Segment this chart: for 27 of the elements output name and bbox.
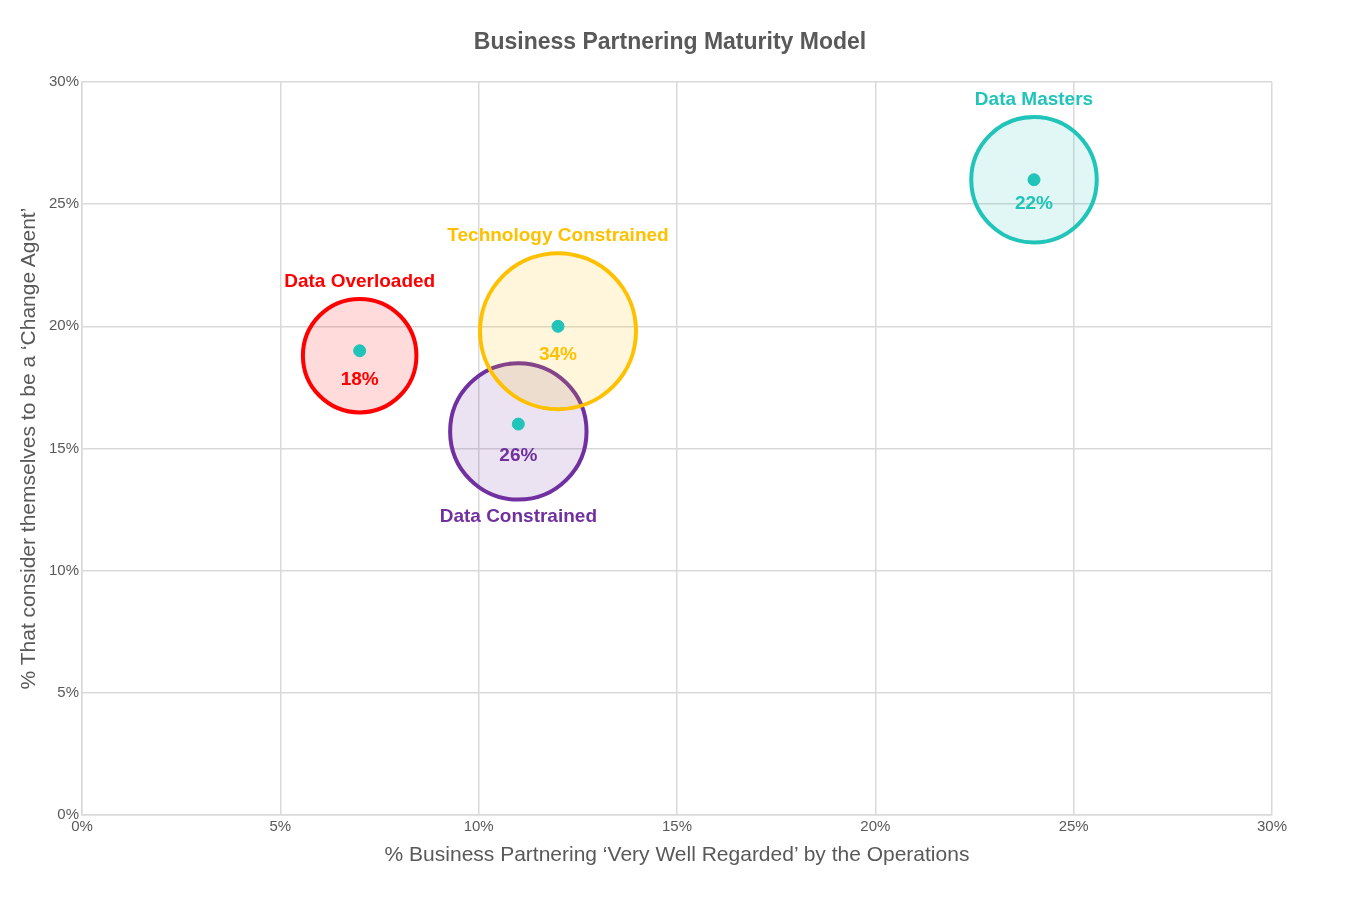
y-tick-label: 10% [48,560,79,578]
series-label: Data Overloaded [284,269,436,291]
x-tick-label: 20% [860,817,891,835]
y-tick-label: 30% [48,72,79,90]
chart-title: Business Partnering Maturity Model [473,27,867,54]
x-tick-label: 25% [1058,817,1089,835]
series-label: Technology Constrained [447,223,669,245]
y-tick-label: 20% [48,316,79,334]
point [511,417,525,431]
y-tick-label: 5% [57,682,79,700]
data-label: 26% [499,443,538,465]
series-label: Data Constrained [439,505,597,527]
point [1027,173,1041,187]
data-label: 22% [1014,191,1054,213]
data-label: 34% [538,343,578,365]
series-label: Data Masters [974,87,1094,109]
y-tick-label: 15% [48,438,79,456]
x-axis-title: % Business Partnering ‘Very Well Regarded’ by the Operations [384,842,970,866]
y-axis-title: % That consider themselves to be a ‘Change Agent’ [16,207,40,690]
x-tick-label: 5% [269,817,292,835]
x-tick-label: 10% [463,817,494,835]
point [551,319,565,333]
data-label: 18% [340,367,379,389]
x-tick-label: 15% [661,817,693,835]
x-tick-label: 30% [1256,817,1288,835]
point [353,344,367,358]
y-tick-label: 25% [48,194,79,212]
